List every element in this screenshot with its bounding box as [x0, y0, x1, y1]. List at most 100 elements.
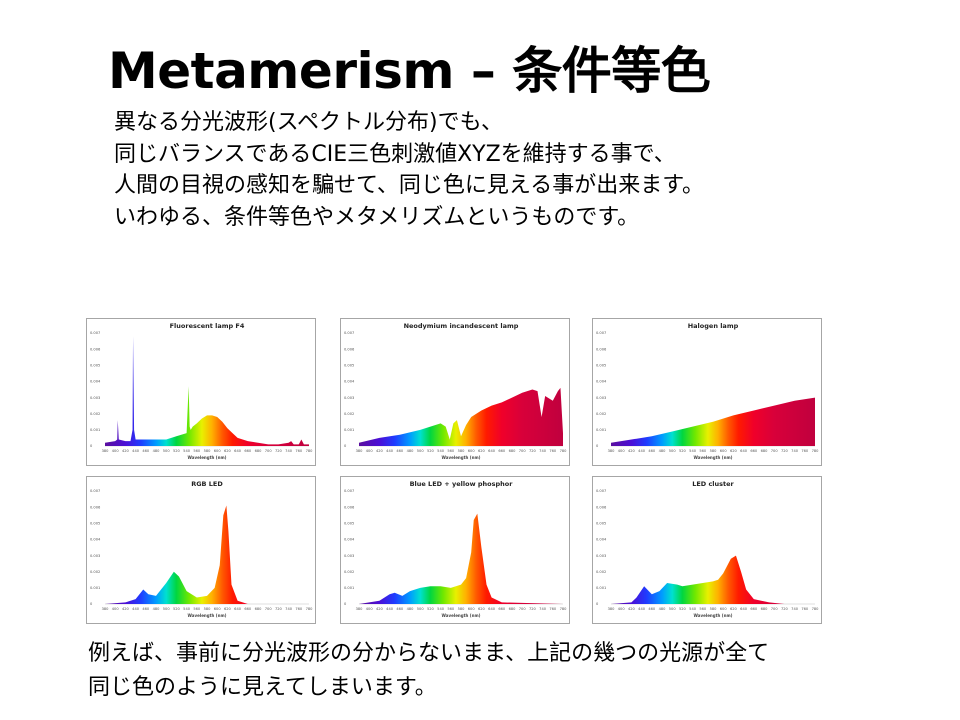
x-tick-label: 640 — [234, 449, 242, 453]
x-tick-label: 620 — [730, 607, 738, 611]
y-tick-label: 0.007 — [344, 331, 354, 335]
x-tick-label: 440 — [386, 607, 394, 611]
x-tick-label: 600 — [468, 449, 476, 453]
x-tick-label: 660 — [244, 607, 252, 611]
spectrum-chart-blue-led-phosphor: Blue LED + yellow phosphor 0 0.001 0.002 0.0… — [340, 476, 570, 624]
y-tick-label: 0 — [344, 444, 347, 448]
y-tick-label: 0.006 — [90, 505, 101, 509]
x-tick-label: 780 — [812, 449, 820, 453]
y-tick-label: 0.004 — [596, 380, 607, 384]
x-tick-label: 720 — [275, 449, 283, 453]
x-tick-label: 480 — [153, 449, 161, 453]
x-tick-label: 640 — [488, 449, 496, 453]
x-tick-label: 540 — [183, 449, 191, 453]
y-tick-label: 0.001 — [90, 428, 100, 432]
x-tick-label: 720 — [781, 449, 789, 453]
y-tick-label: 0.007 — [596, 489, 606, 493]
chart-title: Blue LED + yellow phosphor — [410, 480, 514, 488]
x-tick-label: 520 — [173, 607, 181, 611]
x-tick-label: 520 — [679, 607, 687, 611]
x-tick-label: 740 — [791, 607, 799, 611]
intro-text: 異なる分光波形(スペクトル分布)でも、 同じバランスであるCIE三色刺激値XYZ… — [114, 107, 704, 233]
x-tick-label: 740 — [285, 449, 293, 453]
x-tick-label: 640 — [234, 607, 242, 611]
y-tick-label: 0.002 — [90, 570, 100, 574]
x-tick-label: 540 — [689, 449, 697, 453]
spectrum-chart-rgb-led: RGB LED 0 0.001 0.002 0.003 0.004 0.005 0.006 0.… — [86, 476, 316, 624]
spectrum-svg: Neodymium incandescent lamp 0 0.001 0.002 0.… — [344, 322, 568, 460]
y-tick-label: 0 — [90, 602, 93, 606]
y-tick-label: 0.005 — [90, 363, 100, 367]
x-tick-label: 480 — [407, 607, 415, 611]
y-tick-label: 0.003 — [344, 554, 354, 558]
x-tick-label: 460 — [142, 449, 150, 453]
chart-title: Halogen lamp — [688, 322, 739, 330]
x-tick-label: 440 — [386, 449, 394, 453]
x-tick-label: 720 — [275, 607, 283, 611]
x-tick-label: 420 — [122, 607, 130, 611]
x-tick-label: 560 — [699, 449, 707, 453]
chart-title: LED cluster — [692, 480, 734, 488]
x-tick-label: 400 — [112, 607, 120, 611]
intro-line: 同じバランスであるCIE三色刺激値XYZを維持する事で、 — [114, 141, 676, 167]
x-tick-label: 500 — [163, 449, 171, 453]
y-tick-label: 0.006 — [344, 505, 355, 509]
spectrum-svg: RGB LED 0 0.001 0.002 0.003 0.004 0.005 0.006 0.… — [90, 480, 314, 618]
y-tick-label: 0.005 — [90, 521, 100, 525]
x-tick-label: 580 — [204, 449, 212, 453]
x-tick-label: 700 — [265, 449, 273, 453]
x-tick-label: 560 — [193, 449, 201, 453]
x-tick-label: 780 — [560, 607, 568, 611]
x-tick-label: 680 — [509, 449, 517, 453]
y-tick-label: 0.004 — [596, 538, 607, 542]
slide-title: Metamerism – 条件等色 — [108, 42, 711, 100]
x-tick-label: 760 — [295, 607, 303, 611]
y-tick-label: 0.001 — [344, 428, 354, 432]
outro-line: 例えば、事前に分光波形の分からないまま、上記の幾つの光源が全て — [88, 641, 770, 666]
intro-line: 人間の目視の感知を騙せて、同じ色に見える事が出来ます。 — [114, 173, 705, 198]
x-tick-label: 500 — [417, 607, 425, 611]
x-tick-label: 780 — [306, 449, 314, 453]
x-tick-label: 760 — [549, 607, 557, 611]
x-tick-label: 720 — [529, 449, 537, 453]
intro-line: いわゆる、条件等色やメタメリズムというものです。 — [114, 204, 640, 230]
x-tick-label: 520 — [427, 607, 435, 611]
x-tick-label: 560 — [447, 607, 455, 611]
x-tick-label: 500 — [669, 607, 677, 611]
spectrum-svg: Blue LED + yellow phosphor 0 0.001 0.002 0.0… — [344, 480, 568, 618]
y-tick-label: 0.007 — [596, 331, 606, 335]
x-tick-label: 740 — [539, 449, 547, 453]
x-tick-label: 600 — [720, 449, 728, 453]
y-tick-label: 0.002 — [90, 412, 100, 416]
x-tick-label: 500 — [163, 607, 171, 611]
x-tick-label: 600 — [468, 607, 476, 611]
x-tick-label: 480 — [153, 607, 161, 611]
y-tick-label: 0.003 — [90, 554, 100, 558]
x-tick-label: 660 — [244, 449, 252, 453]
x-tick-label: 480 — [659, 607, 667, 611]
x-tick-label: 400 — [366, 449, 374, 453]
x-axis-label: Wavelength (nm) — [694, 455, 733, 460]
spectrum-area — [359, 513, 563, 604]
x-tick-label: 780 — [306, 607, 314, 611]
x-tick-label: 540 — [689, 607, 697, 611]
x-axis-label: Wavelength (nm) — [188, 455, 227, 460]
x-tick-label: 380 — [608, 449, 616, 453]
y-tick-label: 0.001 — [596, 586, 606, 590]
y-tick-label: 0.005 — [344, 363, 354, 367]
x-tick-label: 480 — [407, 449, 415, 453]
x-tick-label: 780 — [560, 449, 568, 453]
y-tick-label: 0.002 — [596, 570, 606, 574]
x-tick-label: 700 — [519, 607, 527, 611]
x-tick-label: 740 — [539, 607, 547, 611]
y-tick-label: 0.002 — [596, 412, 606, 416]
x-tick-label: 580 — [458, 449, 466, 453]
x-tick-label: 740 — [285, 607, 293, 611]
y-tick-label: 0 — [596, 602, 599, 606]
y-tick-label: 0.003 — [90, 396, 100, 400]
x-tick-label: 520 — [679, 449, 687, 453]
y-tick-label: 0.004 — [344, 380, 355, 384]
x-tick-label: 640 — [488, 607, 496, 611]
x-tick-label: 680 — [761, 449, 769, 453]
x-tick-label: 680 — [509, 607, 517, 611]
